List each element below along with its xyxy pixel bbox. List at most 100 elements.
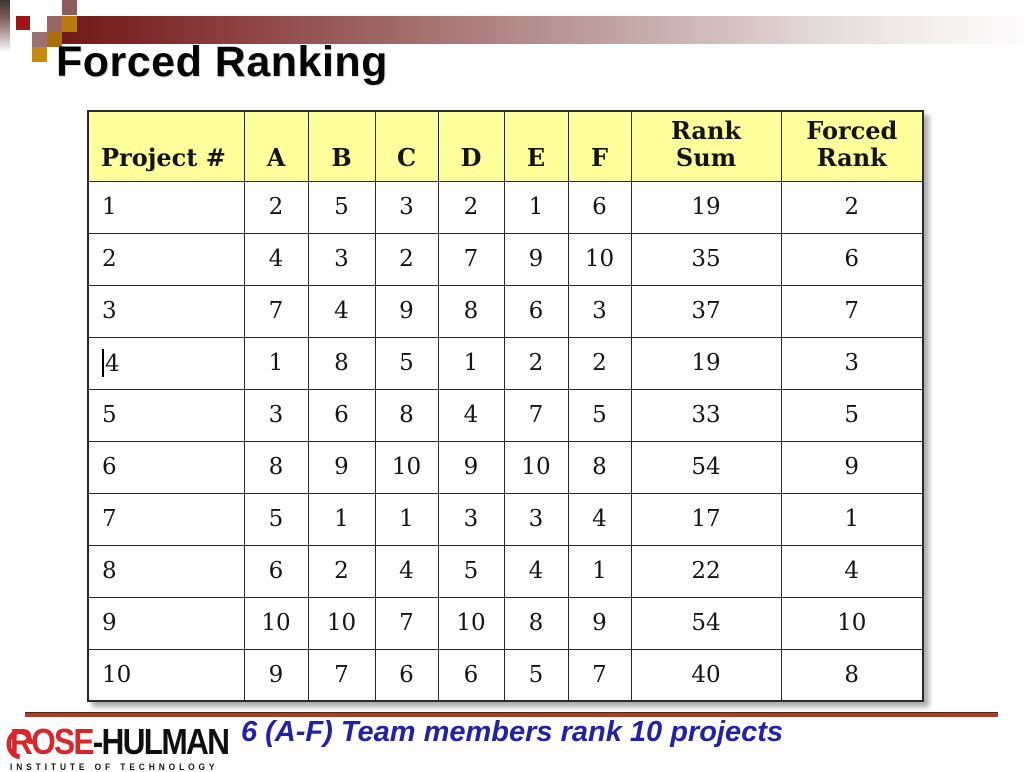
cell-r9-c8: 54 [630, 596, 782, 650]
cell-r10-c4: 6 [374, 648, 439, 702]
table-header-row: Project # A B C D E F Rank Sum Forced Rank [87, 110, 924, 182]
cell-r3-c6: 6 [503, 284, 569, 338]
cell-r8-c4: 4 [374, 544, 439, 598]
cell-r9-c5: 10 [437, 596, 505, 650]
cell-r3-c1: 3 [87, 284, 245, 338]
cell-r10-c5: 6 [437, 648, 505, 702]
cell-r1-c1: 1 [87, 180, 245, 234]
cell-r2-c4: 2 [374, 232, 439, 286]
table-row: 6 8 9 10 9 10 8 54 9 [87, 440, 924, 494]
column-header-f: F [567, 110, 632, 182]
cell-r9-c6: 8 [503, 596, 569, 650]
cell-r6-c7: 8 [567, 440, 632, 494]
cell-r4-c9: 3 [780, 336, 924, 390]
cell-r9-c9: 10 [780, 596, 924, 650]
column-header-rank-sum: Rank Sum [630, 110, 782, 182]
cell-r3-c7: 3 [567, 284, 632, 338]
cell-r10-c3: 7 [307, 648, 376, 702]
deco-square-orange-mid [47, 32, 62, 47]
cell-r1-c7: 6 [567, 180, 632, 234]
footer-divider-line [25, 712, 998, 717]
cell-r10-c1: 10 [87, 648, 245, 702]
cell-r8-c1: 8 [87, 544, 245, 598]
table-row: 10 9 7 6 6 5 7 40 8 [87, 648, 924, 702]
cell-r1-c2: 2 [243, 180, 309, 234]
cell-r6-c9: 9 [780, 440, 924, 494]
cell-r2-c6: 9 [503, 232, 569, 286]
cell-r8-c2: 6 [243, 544, 309, 598]
deco-square-mauve-mid [47, 16, 62, 32]
table-row: 1 2 5 3 2 1 6 19 2 [87, 180, 924, 234]
logo-wordmark: ROSE-HULMAN [1, 721, 230, 766]
table-row: 9 10 10 7 10 8 9 54 10 [87, 596, 924, 650]
cell-r9-c2: 10 [243, 596, 309, 650]
cell-r4-c4: 5 [374, 336, 439, 390]
cell-r5-c2: 3 [243, 388, 309, 442]
table-row: 2 4 3 2 7 9 10 35 6 [87, 232, 924, 286]
cell-r10-c8: 40 [630, 648, 782, 702]
cell-r8-c5: 5 [437, 544, 505, 598]
cell-r1-c4: 3 [374, 180, 439, 234]
cell-r8-c7: 1 [567, 544, 632, 598]
cell-r8-c9: 4 [780, 544, 924, 598]
cell-r2-c5: 7 [437, 232, 505, 286]
cell-r10-c9: 8 [780, 648, 924, 702]
cell-r6-c3: 9 [307, 440, 376, 494]
cell-r10-c6: 5 [503, 648, 569, 702]
table-row: 7 5 1 1 3 3 4 17 1 [87, 492, 924, 546]
table-header: Project # A B C D E F Rank Sum Forced Rank [87, 110, 924, 182]
cell-r7-c8: 17 [630, 492, 782, 546]
logo-word-rose: ROSE [10, 721, 95, 762]
cell-r5-c9: 5 [780, 388, 924, 442]
cell-r6-c8: 54 [630, 440, 782, 494]
cell-r5-c5: 4 [437, 388, 505, 442]
cell-r7-c7: 4 [567, 492, 632, 546]
cell-r6-c6: 10 [503, 440, 569, 494]
cell-r2-c2: 4 [243, 232, 309, 286]
deco-square-dark-red [16, 16, 30, 30]
cell-r3-c2: 7 [243, 284, 309, 338]
deco-square-mauve-low [32, 32, 47, 47]
column-header-b: B [307, 110, 376, 182]
cell-r6-c4: 10 [374, 440, 439, 494]
cell-r8-c8: 22 [630, 544, 782, 598]
cell-r5-c8: 33 [630, 388, 782, 442]
cell-r5-c1: 5 [87, 388, 245, 442]
column-header-forced-rank: Forced Rank [780, 110, 924, 182]
cell-r4-c2: 1 [243, 336, 309, 390]
left-gradient-strip [0, 0, 10, 58]
deco-square-orange-top [62, 16, 77, 32]
cell-r8-c6: 4 [503, 544, 569, 598]
cell-r5-c4: 8 [374, 388, 439, 442]
cell-r7-c3: 1 [307, 492, 376, 546]
column-header-c: C [374, 110, 439, 182]
cell-r9-c4: 7 [374, 596, 439, 650]
cell-r4-c3: 8 [307, 336, 376, 390]
cell-r4-c7: 2 [567, 336, 632, 390]
cell-r5-c6: 7 [503, 388, 569, 442]
cell-r3-c8: 37 [630, 284, 782, 338]
cell-r4-c1[interactable]: 4 [87, 336, 245, 390]
cell-r1-c5: 2 [437, 180, 505, 234]
cell-r7-c5: 3 [437, 492, 505, 546]
table-row: 4 1 8 5 1 2 2 19 3 [87, 336, 924, 390]
cell-r2-c7: 10 [567, 232, 632, 286]
cell-r1-c3: 5 [307, 180, 376, 234]
cell-r6-c1: 6 [87, 440, 245, 494]
cell-r1-c8: 19 [630, 180, 782, 234]
cell-r9-c1: 9 [87, 596, 245, 650]
cell-r1-c6: 1 [503, 180, 569, 234]
cell-r7-c6: 3 [503, 492, 569, 546]
table-row: 3 7 4 9 8 6 3 37 7 [87, 284, 924, 338]
column-header-project-: Project # [87, 110, 245, 182]
cell-r1-c9: 2 [780, 180, 924, 234]
cell-r5-c3: 6 [307, 388, 376, 442]
column-header-a: A [243, 110, 309, 182]
rose-hulman-logo: ROSE-HULMAN INSTITUTE OF TECHNOLOGY [1, 721, 240, 772]
cell-r3-c3: 4 [307, 284, 376, 338]
cell-r6-c5: 9 [437, 440, 505, 494]
cell-r9-c3: 10 [307, 596, 376, 650]
slide-caption: 6 (A-F) Team members rank 10 projects [240, 716, 784, 748]
cell-r2-c8: 35 [630, 232, 782, 286]
